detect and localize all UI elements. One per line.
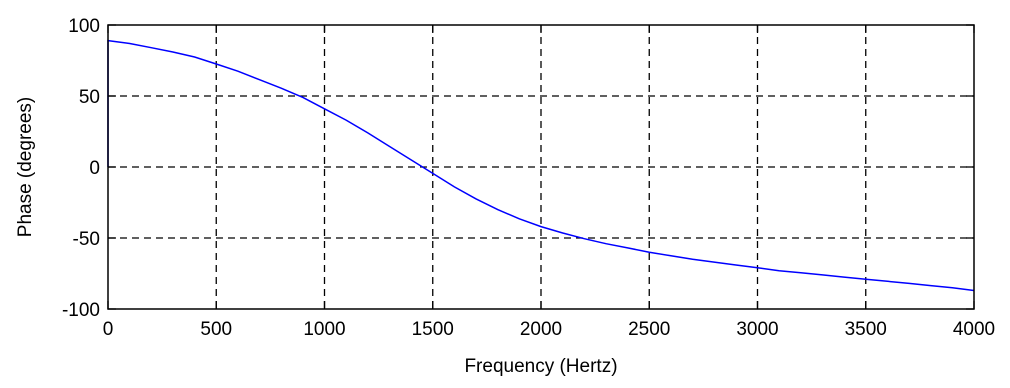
y-tick-label: -100	[62, 300, 100, 321]
tick-marks	[107, 24, 975, 310]
x-tick-label: 0	[103, 319, 114, 340]
x-tick-label: 3000	[736, 319, 778, 340]
y-tick-label: 100	[68, 16, 100, 37]
phase-series-line	[107, 39, 975, 292]
y-axis-label: Phase (degrees)	[15, 97, 36, 237]
x-tick-label: 4000	[953, 319, 995, 340]
y-tick-label: 0	[89, 158, 100, 179]
x-tick-labels: 0 500 1000 1500 2000 2500 3000 3500 4000	[103, 319, 995, 340]
y-tick-labels: -100 -50 0 50 100	[62, 16, 100, 321]
x-axis-label: Frequency (Hertz)	[464, 356, 617, 377]
y-tick-label: 50	[79, 87, 100, 108]
x-tick-label: 3500	[845, 319, 887, 340]
x-tick-label: 1000	[303, 319, 345, 340]
y-tick-label: -50	[73, 229, 100, 250]
x-tick-label: 2500	[628, 319, 670, 340]
x-tick-label: 1500	[412, 319, 454, 340]
x-tick-label: 2000	[520, 319, 562, 340]
x-tick-label: 500	[200, 319, 232, 340]
grid-lines	[108, 25, 974, 309]
